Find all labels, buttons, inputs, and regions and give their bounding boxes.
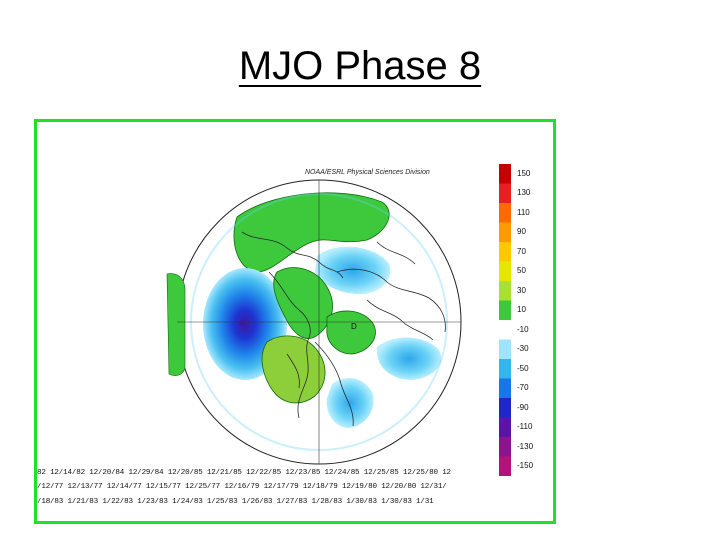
anomaly-blue-europe xyxy=(376,337,442,380)
color-scale-swatch xyxy=(499,339,511,360)
data-source-credit: NOAA/ESRL Physical Sciences Division xyxy=(305,169,430,176)
color-scale-tick-label: 30 xyxy=(517,285,526,295)
anomaly-blue-south xyxy=(326,378,374,428)
color-scale-swatch xyxy=(499,242,511,262)
anomaly-blue-arctic xyxy=(315,246,391,295)
color-scale-swatch xyxy=(499,203,511,223)
color-scale-tick-label: 70 xyxy=(517,246,526,256)
color-scale-tick-label: -70 xyxy=(517,383,529,393)
color-scale-tick-label: -150 xyxy=(517,461,534,471)
high-center-label: D xyxy=(351,322,357,331)
anomaly-green-outer xyxy=(166,273,186,376)
color-scale-swatch xyxy=(499,437,511,457)
color-scale-tick-label: 10 xyxy=(517,305,526,315)
color-scale-tick-label: 130 xyxy=(517,188,531,198)
color-scale-swatch xyxy=(499,417,511,438)
date-row-1: 82 12/14/82 12/20/84 12/29/84 12/20/85 1… xyxy=(37,469,451,477)
color-scale-swatch xyxy=(499,222,511,243)
polar-anomaly-map: D xyxy=(166,179,462,465)
color-scale-swatch xyxy=(499,261,511,282)
color-scale-tick-label: 50 xyxy=(517,266,526,276)
color-scale-swatch xyxy=(499,183,511,204)
color-scale-tick-label: 150 xyxy=(517,168,531,178)
color-scale-tick-label: -30 xyxy=(517,344,529,354)
graticule xyxy=(177,180,461,464)
anomaly-shading xyxy=(190,192,448,451)
low-center-marker xyxy=(239,320,245,326)
color-scale-swatch xyxy=(499,300,511,321)
figure-frame: D NOAA/ESRL Physical Sciences Division 1… xyxy=(34,119,556,524)
date-row-2: /12/77 12/13/77 12/14/77 12/15/77 12/25/… xyxy=(37,483,447,491)
color-scale-bar xyxy=(499,164,511,476)
color-scale-tick-label: -130 xyxy=(517,441,534,451)
color-scale-tick-label: -50 xyxy=(517,363,529,373)
color-scale-swatch xyxy=(499,456,511,476)
slide-title: MJO Phase 8 xyxy=(0,44,720,89)
color-scale-tick-label: -110 xyxy=(517,422,533,432)
color-scale-swatch xyxy=(499,398,511,418)
color-scale-swatch xyxy=(499,320,511,340)
color-scale-tick-label: 110 xyxy=(517,207,530,217)
color-scale-tick-label: 90 xyxy=(517,227,526,237)
anomaly-green-namerica xyxy=(261,335,326,404)
date-row-3: /18/83 1/21/83 1/22/83 1/23/83 1/24/83 1… xyxy=(37,498,434,506)
color-scale-swatch xyxy=(499,164,511,184)
color-scale-swatch xyxy=(499,378,511,399)
color-scale-tick-label: -90 xyxy=(517,402,529,412)
color-scale-swatch xyxy=(499,281,511,301)
slide-title-text: MJO Phase 8 xyxy=(238,44,482,88)
color-scale-tick-label: -10 xyxy=(517,324,529,334)
color-scale-swatch xyxy=(499,359,511,379)
